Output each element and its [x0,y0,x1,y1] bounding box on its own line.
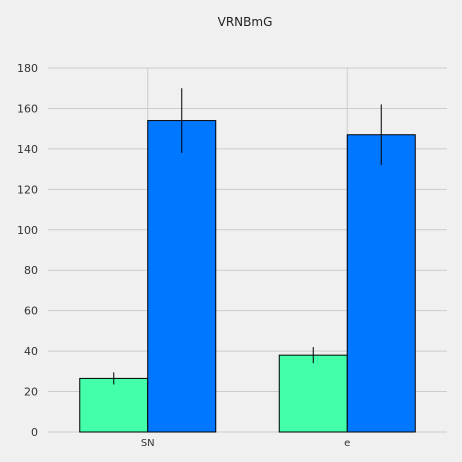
y-tick-label: 160 [17,102,38,115]
y-tick-label: 120 [17,183,38,196]
x-axis-ticks: SN e [141,438,350,449]
bar [278,354,348,433]
y-tick-label: 80 [24,264,38,277]
bar [346,134,416,433]
x-tick-label: e [344,438,350,449]
y-tick-label: 0 [31,426,38,439]
bar [79,377,149,433]
chart-title: VRNBmG [218,15,273,29]
error-bars [113,88,382,385]
bars [79,120,416,433]
y-tick-label: 140 [17,143,38,156]
x-tick-label: SN [141,438,155,449]
y-tick-label: 100 [17,224,38,237]
y-axis-ticks: 0 20 40 60 80 100 120 140 160 180 [17,62,38,439]
y-tick-label: 40 [24,345,38,358]
bar [147,120,217,433]
y-tick-label: 60 [24,305,38,318]
y-tick-label: 180 [17,62,38,75]
y-tick-label: 20 [24,386,38,399]
